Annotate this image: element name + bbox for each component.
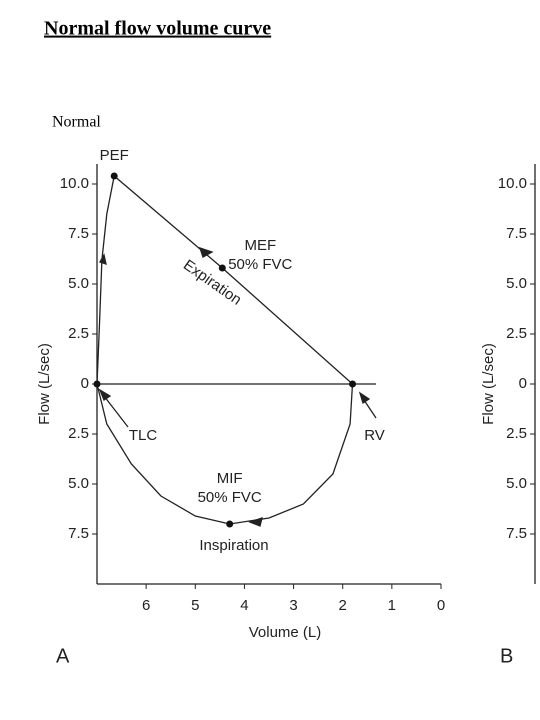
y-tick-label: 7.5 xyxy=(506,525,527,542)
point-marker xyxy=(93,380,101,388)
y-tick-label: 2.5 xyxy=(68,425,89,442)
y-tick-label: 0 xyxy=(81,375,89,392)
point-marker xyxy=(110,172,118,180)
y-tick-label: 10.0 xyxy=(498,175,527,192)
panel-label: A xyxy=(56,645,70,667)
panel-caption: Normal xyxy=(52,114,101,131)
y-tick-label: 5.0 xyxy=(506,275,527,292)
point-label: PEF xyxy=(100,147,129,164)
y-axis-title: Flow (L/sec) xyxy=(36,343,53,425)
point-label: 50% FVC xyxy=(228,256,292,273)
point-label: MIF xyxy=(217,470,243,487)
x-tick-label: 6 xyxy=(142,597,150,614)
y-tick-label: 0 xyxy=(519,375,527,392)
y-tick-label: 2.5 xyxy=(68,325,89,342)
page-title: Normal flow volume curve xyxy=(44,18,271,40)
point-marker xyxy=(349,380,357,388)
y-tick-label: 2.5 xyxy=(506,425,527,442)
panel-label: B xyxy=(500,645,513,667)
y-tick-label: 7.5 xyxy=(506,225,527,242)
annotation: Inspiration xyxy=(199,537,268,554)
y-tick-label: 5.0 xyxy=(68,475,89,492)
point-label: RV xyxy=(364,427,385,444)
point-marker xyxy=(226,520,234,528)
y-tick-label: 7.5 xyxy=(68,225,89,242)
y-tick-label: 5.0 xyxy=(506,475,527,492)
x-tick-label: 1 xyxy=(388,597,396,614)
x-tick-label: 2 xyxy=(339,597,347,614)
point-marker xyxy=(218,264,226,272)
x-tick-label: 0 xyxy=(437,597,445,614)
x-tick-label: 4 xyxy=(240,597,248,614)
x-axis-title: Volume (L) xyxy=(249,624,322,641)
point-label: 50% FVC xyxy=(198,489,262,506)
x-tick-label: 3 xyxy=(289,597,297,614)
point-label: TLC xyxy=(129,427,158,444)
y-tick-label: 5.0 xyxy=(68,275,89,292)
point-label: MEF xyxy=(244,237,276,254)
x-tick-label: 5 xyxy=(191,597,199,614)
y-tick-label: 2.5 xyxy=(506,325,527,342)
y-tick-label: 10.0 xyxy=(60,175,89,192)
y-tick-label: 7.5 xyxy=(68,525,89,542)
y-axis-title: Flow (L/sec) xyxy=(480,343,497,425)
